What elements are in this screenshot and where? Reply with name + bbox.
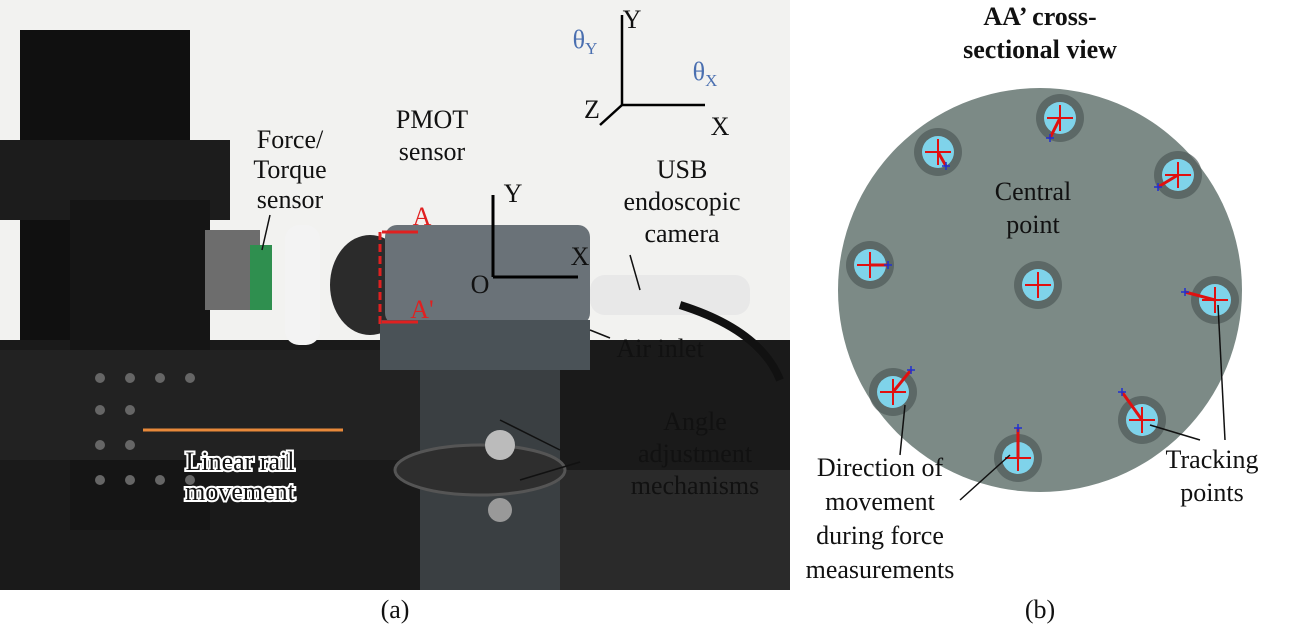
text-line: AA’ cross-	[983, 2, 1096, 31]
text-line: Tracking	[1166, 445, 1259, 474]
text-line: Torque	[253, 155, 326, 184]
text-line: Direction of	[817, 453, 944, 482]
text-line: mechanisms	[631, 471, 760, 500]
text-line: PMOT	[396, 105, 468, 134]
text-line: adjustment	[638, 439, 753, 468]
text-line: movement	[185, 477, 296, 506]
photo-a	[0, 0, 790, 590]
direction-label: Direction of movement during force measurem…	[806, 453, 955, 584]
text-line: movement	[825, 487, 936, 516]
text-line: sensor	[399, 137, 466, 166]
panel-title: AA’ cross-sectional view	[963, 2, 1117, 64]
text-line: points	[1180, 478, 1244, 507]
axis-label: Y	[623, 5, 642, 34]
text-line: Angle	[663, 407, 727, 436]
text-line: sectional view	[963, 35, 1117, 64]
subscript: Y	[585, 39, 597, 58]
text-line: during force	[816, 521, 944, 550]
text-line: Central	[995, 177, 1072, 206]
text-line: measurements	[806, 555, 955, 584]
text-line: sensor	[257, 185, 324, 214]
text-line: endoscopic	[624, 187, 741, 216]
axis-label: X	[571, 242, 590, 271]
axis-label: O	[471, 270, 490, 299]
tracking-points-label: Tracking points	[1166, 445, 1259, 507]
photo-b	[838, 88, 1242, 500]
axis-label: Z	[584, 95, 600, 124]
axis-label: X	[711, 112, 730, 141]
text-line: camera	[644, 219, 720, 248]
caption: (b)	[1025, 595, 1055, 624]
text-line: Linear rail	[186, 447, 295, 476]
air-inlet-label: Air inlet	[616, 334, 704, 363]
symbol: θ	[693, 57, 705, 86]
text-line: Force/	[257, 125, 324, 154]
axis-label: Y	[504, 179, 523, 208]
figure: Force/Torquesensor PMOTsensor USBendosco…	[0, 0, 1289, 629]
text-line: point	[1006, 210, 1060, 239]
section-mark: A	[413, 202, 432, 231]
subscript: X	[705, 71, 717, 90]
text-line: Air inlet	[616, 334, 704, 363]
symbol: θ	[573, 25, 585, 54]
section-mark: A'	[410, 295, 433, 324]
caption: (a)	[381, 595, 410, 624]
text-line: USB	[657, 155, 708, 184]
